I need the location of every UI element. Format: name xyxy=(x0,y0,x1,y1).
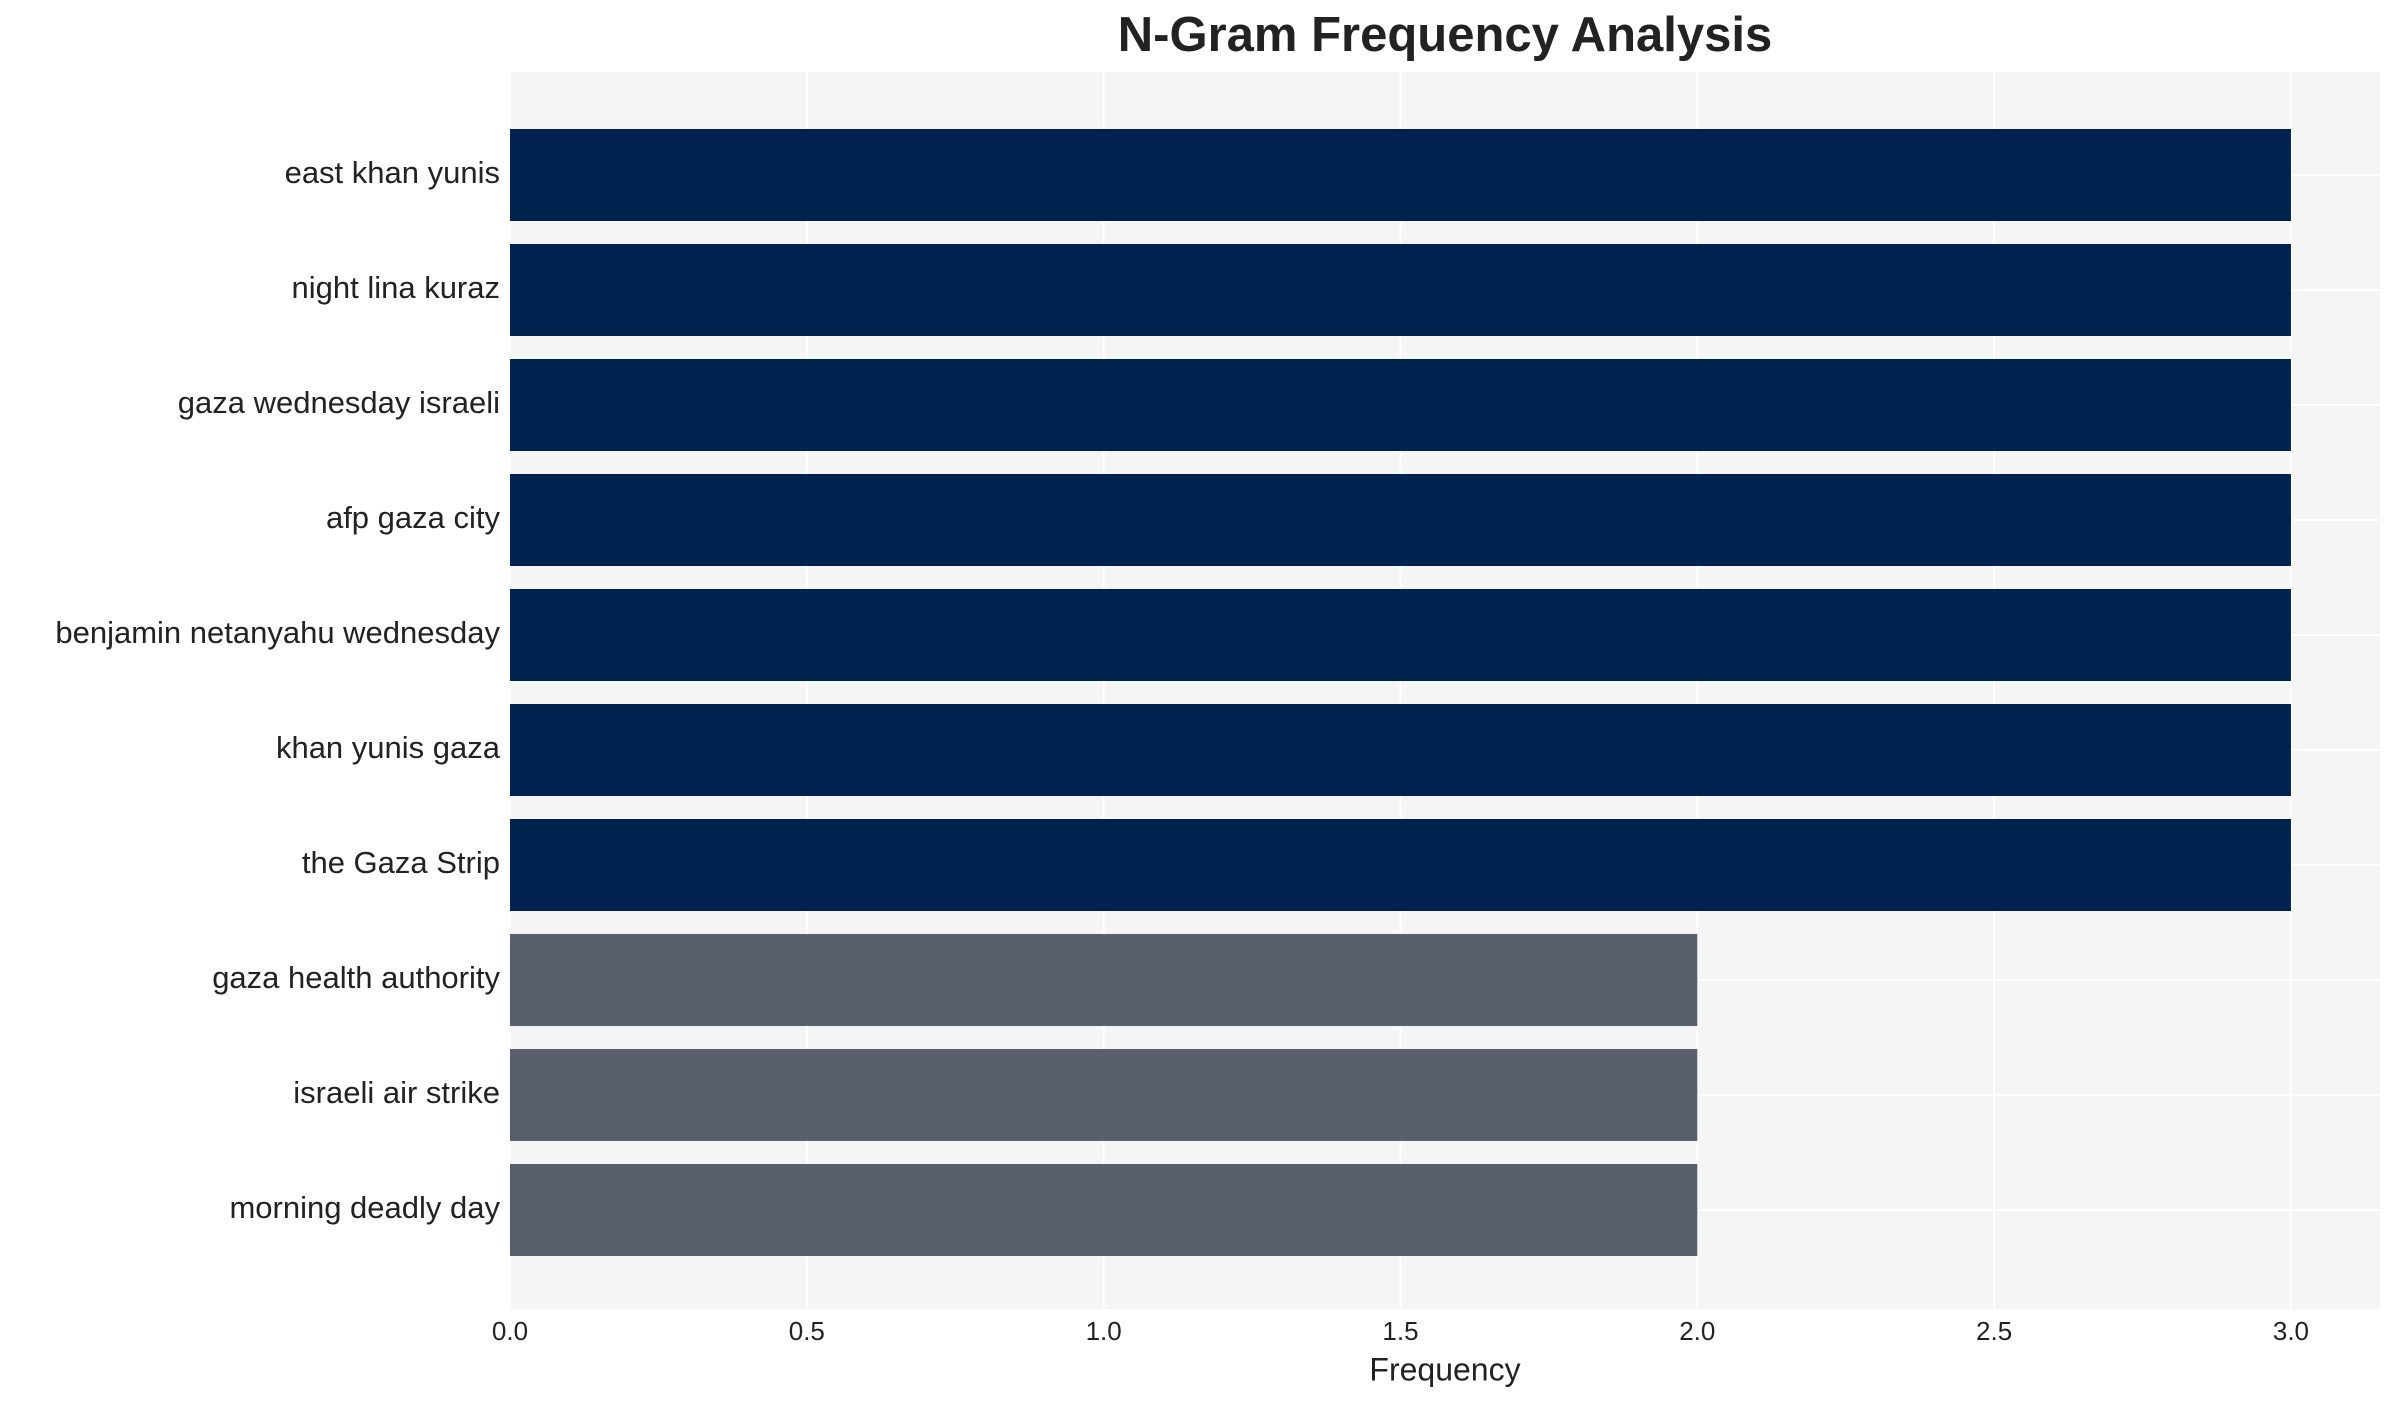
bar xyxy=(510,1164,1698,1256)
x-tick-label: 3.0 xyxy=(2273,1316,2309,1346)
x-tick-label: 2.0 xyxy=(1679,1316,1715,1346)
x-tick-label: 2.5 xyxy=(1976,1316,2012,1346)
x-axis-label: Frequency xyxy=(1369,1351,1520,1387)
y-tick-label: israeli air strike xyxy=(293,1075,500,1110)
x-tick-label: 0.0 xyxy=(492,1316,528,1346)
y-tick-label: gaza wednesday israeli xyxy=(178,385,500,420)
bar xyxy=(510,244,2291,336)
x-tick-label: 1.5 xyxy=(1382,1316,1418,1346)
x-tick-label: 0.5 xyxy=(789,1316,825,1346)
bar xyxy=(510,704,2291,796)
bar xyxy=(510,934,1698,1026)
bar xyxy=(510,589,2291,681)
bar xyxy=(510,129,2291,221)
y-tick-label: khan yunis gaza xyxy=(276,730,501,765)
y-tick-label: benjamin netanyahu wednesday xyxy=(55,615,500,650)
chart-title: N-Gram Frequency Analysis xyxy=(1118,8,1772,62)
bar xyxy=(510,819,2291,911)
y-tick-label: afp gaza city xyxy=(326,500,501,535)
y-tick-label: gaza health authority xyxy=(212,960,500,995)
y-tick-label: morning deadly day xyxy=(229,1190,500,1225)
bar xyxy=(510,474,2291,566)
y-tick-label: east khan yunis xyxy=(285,155,500,190)
bar xyxy=(510,1049,1698,1141)
y-tick-label: night lina kuraz xyxy=(291,270,500,305)
bar xyxy=(510,359,2291,451)
x-tick-label: 1.0 xyxy=(1086,1316,1122,1346)
y-tick-label: the Gaza Strip xyxy=(302,845,500,880)
